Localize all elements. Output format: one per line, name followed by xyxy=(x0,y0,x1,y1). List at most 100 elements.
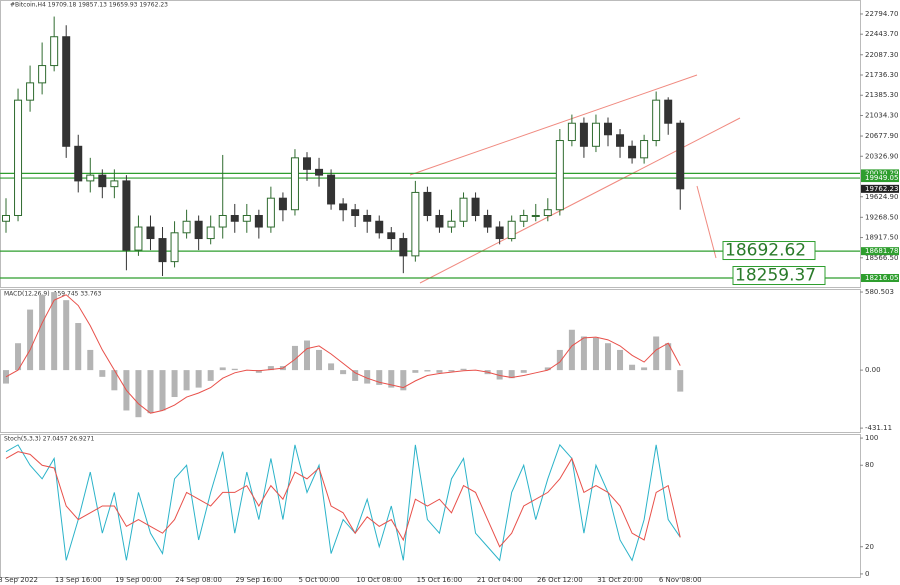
candle-body xyxy=(266,197,275,228)
macd-panel xyxy=(0,289,861,433)
histogram-bar xyxy=(147,370,154,414)
candle-body xyxy=(194,220,203,240)
level-label: 18681.78 xyxy=(865,247,898,255)
y-tick-label: 22087.30 xyxy=(865,51,898,59)
candle-body xyxy=(616,134,625,147)
candle-body xyxy=(218,214,227,228)
level-label-box xyxy=(861,274,899,283)
histogram-bar xyxy=(568,329,575,371)
histogram-bar xyxy=(15,343,22,371)
histogram-bar xyxy=(641,367,648,371)
channel-line xyxy=(419,117,741,284)
level-label: 20030.29 xyxy=(865,169,898,177)
candle-body xyxy=(242,214,251,222)
x-tick-label: 10 Oct 08:00 xyxy=(356,576,402,584)
candle-body xyxy=(14,99,23,216)
histogram-bar xyxy=(39,294,46,371)
histogram-bar xyxy=(219,367,226,371)
histogram-bar xyxy=(436,370,443,373)
candle-body xyxy=(652,99,661,142)
candle-body xyxy=(98,174,107,188)
candle-body xyxy=(435,214,444,228)
histogram-bar xyxy=(352,370,359,381)
histogram-bar xyxy=(291,345,298,371)
histogram-bar xyxy=(316,349,323,371)
y-tick-label: 21034.30 xyxy=(865,111,898,119)
histogram-bar xyxy=(508,370,515,379)
level-label-box xyxy=(861,174,899,183)
histogram-bar xyxy=(304,340,310,371)
histogram-bar xyxy=(605,343,611,371)
histogram-bar xyxy=(328,363,335,371)
stoch-panel xyxy=(0,434,861,578)
candle-body xyxy=(664,99,673,124)
candle-body xyxy=(604,122,612,136)
candle-body xyxy=(459,197,468,222)
price-panel xyxy=(0,0,861,288)
y-tick-label: -431.11 xyxy=(865,424,892,432)
candle-body xyxy=(495,226,504,240)
histogram-bar xyxy=(592,337,599,371)
candle-body xyxy=(315,168,324,176)
candle-body xyxy=(543,209,552,216)
candle-body xyxy=(555,140,564,211)
histogram-bar xyxy=(231,368,238,371)
target-label: 18259.37 xyxy=(735,266,816,286)
candle-body xyxy=(254,214,263,228)
candle-body xyxy=(146,226,155,240)
histogram-bar xyxy=(195,370,202,388)
candle-body xyxy=(2,214,10,222)
candle-body xyxy=(447,220,456,228)
candle-body xyxy=(38,65,47,84)
candle-body xyxy=(339,203,348,211)
candle-body xyxy=(423,191,432,216)
candle-body xyxy=(50,36,59,67)
histogram-bar xyxy=(171,370,178,398)
candle-body xyxy=(303,157,311,170)
candle-body xyxy=(170,232,179,263)
candle-body xyxy=(182,220,191,234)
candle-body xyxy=(62,36,71,147)
histogram-bar xyxy=(412,370,419,373)
y-tick-label: 18566.50 xyxy=(865,254,898,262)
histogram-bar xyxy=(135,370,142,418)
histogram-bar xyxy=(677,370,684,392)
level-label: 19949.05 xyxy=(865,174,898,182)
y-tick-label: 100 xyxy=(865,434,878,442)
histogram-bar xyxy=(111,370,118,391)
stoch-title: Stoch(5,3,3) 27.0457 26.9271 xyxy=(4,436,95,443)
signal-line xyxy=(5,294,681,414)
candle-body xyxy=(676,122,685,190)
target-label: 18692.62 xyxy=(725,241,806,261)
last-price-label: 19762.23 xyxy=(865,185,898,193)
candle-body xyxy=(327,174,336,205)
x-tick-label: 19 Sep 00:00 xyxy=(115,576,162,584)
candle-body xyxy=(74,145,83,182)
candle-body xyxy=(531,214,540,217)
histogram-bar xyxy=(544,367,551,371)
drawings xyxy=(409,74,741,284)
histogram-bar xyxy=(75,323,82,371)
y-tick-label: 0.00 xyxy=(865,366,881,374)
candle-body xyxy=(387,232,396,240)
y-tick-label: 0 xyxy=(865,570,869,578)
histogram-bar xyxy=(364,370,371,384)
candle-body xyxy=(567,122,576,142)
histogram-bar xyxy=(556,349,563,371)
y-tick-label: 20 xyxy=(865,543,874,551)
x-tick-label: 26 Oct 12:00 xyxy=(537,576,583,584)
histogram-bar xyxy=(400,370,407,391)
candle-body xyxy=(134,226,143,251)
histogram-bar xyxy=(448,370,455,372)
y-tick-label: 80 xyxy=(865,461,874,469)
candle-body xyxy=(628,145,637,159)
d-line xyxy=(5,451,681,548)
x-tick-label: 6 Nov 08:00 xyxy=(659,576,702,584)
x-tick-label: 21 Oct 04:00 xyxy=(477,576,523,584)
histogram-bar xyxy=(267,366,274,371)
y-tick-label: 22794.70 xyxy=(865,10,898,18)
k-line xyxy=(5,443,681,562)
candle-body xyxy=(640,140,649,159)
